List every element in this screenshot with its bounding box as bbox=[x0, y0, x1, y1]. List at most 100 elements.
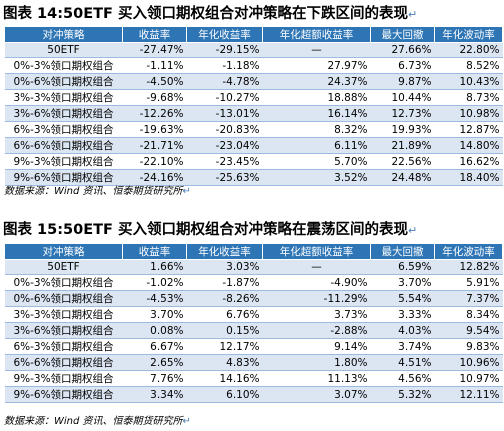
table-header-row: 对冲策略 收益率 年化收益率 年化超额收益率 最大回撤 年化波动率 bbox=[4, 243, 503, 260]
cell-excess-return: — bbox=[262, 259, 371, 275]
cell-strategy: 3%-3%领口期权组合 bbox=[4, 89, 123, 106]
table-14-title-text: 图表 14:50ETF 买入领口期权组合对冲策略在下跌区间的表现 bbox=[3, 6, 408, 22]
cell-volatility: 12.82% bbox=[434, 259, 503, 275]
cell-excess-return: 24.37% bbox=[262, 73, 371, 90]
table-row: 0%-6%领口期权组合 -4.53% -8.26% -11.29% 5.54% … bbox=[4, 290, 503, 307]
cell-return: -19.63% bbox=[122, 121, 187, 138]
col-header-return: 收益率 bbox=[122, 26, 187, 43]
cell-annual-return: -10.27% bbox=[186, 89, 263, 106]
cell-return: -12.26% bbox=[122, 105, 187, 122]
cell-volatility: 10.98% bbox=[434, 105, 503, 122]
cell-volatility: 5.91% bbox=[434, 274, 503, 291]
cell-return: 3.70% bbox=[122, 306, 187, 323]
cell-annual-return: 3.03% bbox=[186, 259, 263, 275]
table-row: 9%-6%领口期权组合 -24.16% -25.63% 3.52% 24.48%… bbox=[4, 169, 503, 186]
table-row: 50ETF -27.47% -29.15% — 27.66% 22.80% bbox=[4, 42, 503, 58]
cell-strategy: 9%-3%领口期权组合 bbox=[4, 153, 123, 170]
col-header-max-drawdown: 最大回撤 bbox=[370, 26, 435, 43]
cell-max-drawdown: 5.54% bbox=[370, 290, 435, 307]
cell-volatility: 8.34% bbox=[434, 306, 503, 323]
cell-return: 6.67% bbox=[122, 338, 187, 355]
source-text: 数据来源：Wind 资讯、恒泰期货研究所 bbox=[4, 416, 183, 427]
cell-strategy: 6%-3%领口期权组合 bbox=[4, 338, 123, 355]
cell-max-drawdown: 6.59% bbox=[370, 259, 435, 275]
cell-annual-return: -8.26% bbox=[186, 290, 263, 307]
cell-volatility: 16.62% bbox=[434, 153, 503, 170]
cell-max-drawdown: 12.73% bbox=[370, 105, 435, 122]
cell-strategy: 9%-3%领口期权组合 bbox=[4, 370, 123, 387]
cell-max-drawdown: 3.70% bbox=[370, 274, 435, 291]
cell-max-drawdown: 10.44% bbox=[370, 89, 435, 106]
cell-volatility: 10.96% bbox=[434, 354, 503, 371]
cell-annual-return: -23.04% bbox=[186, 137, 263, 154]
paragraph-mark-icon: ↵ bbox=[182, 186, 191, 197]
cell-strategy: 50ETF bbox=[4, 259, 123, 275]
table-row: 9%-3%领口期权组合 7.76% 14.16% 11.13% 4.56% 10… bbox=[4, 370, 503, 387]
col-header-max-drawdown: 最大回撤 bbox=[370, 243, 435, 260]
cell-annual-return: -23.45% bbox=[186, 153, 263, 170]
col-header-annual-volatility: 年化波动率 bbox=[434, 26, 503, 43]
cell-annual-return: -13.01% bbox=[186, 105, 263, 122]
col-header-annual-return: 年化收益率 bbox=[186, 26, 263, 43]
cell-strategy: 9%-6%领口期权组合 bbox=[4, 386, 123, 403]
cell-excess-return: 8.32% bbox=[262, 121, 371, 138]
cell-excess-return: — bbox=[262, 42, 371, 58]
cell-annual-return: -1.18% bbox=[186, 57, 263, 74]
table-15-title: 图表 15:50ETF 买入领口期权组合对冲策略在震荡区间的表现↵ bbox=[3, 218, 417, 239]
cell-volatility: 8.73% bbox=[434, 89, 503, 106]
table-row: 50ETF 1.66% 3.03% — 6.59% 12.82% bbox=[4, 259, 503, 275]
cell-annual-return: -29.15% bbox=[186, 42, 263, 58]
cell-max-drawdown: 3.33% bbox=[370, 306, 435, 323]
cell-max-drawdown: 22.56% bbox=[370, 153, 435, 170]
cell-excess-return: -11.29% bbox=[262, 290, 371, 307]
cell-return: -24.16% bbox=[122, 169, 187, 186]
cell-excess-return: 3.52% bbox=[262, 169, 371, 186]
cell-max-drawdown: 4.51% bbox=[370, 354, 435, 371]
cell-strategy: 6%-6%领口期权组合 bbox=[4, 137, 123, 154]
cell-strategy: 6%-3%领口期权组合 bbox=[4, 121, 123, 138]
table-row: 0%-6%领口期权组合 -4.50% -4.78% 24.37% 9.87% 1… bbox=[4, 73, 503, 90]
table-14: 对冲策略 收益率 年化收益率 年化超额收益率 最大回撤 年化波动率 50ETF … bbox=[4, 26, 503, 186]
cell-annual-return: 6.76% bbox=[186, 306, 263, 323]
cell-strategy: 9%-6%领口期权组合 bbox=[4, 169, 123, 186]
cell-annual-return: -1.87% bbox=[186, 274, 263, 291]
cell-return: 0.08% bbox=[122, 322, 187, 339]
cell-annual-return: -25.63% bbox=[186, 169, 263, 186]
cell-excess-return: 18.88% bbox=[262, 89, 371, 106]
source-text: 数据来源：Wind 资讯、恒泰期货研究所 bbox=[4, 186, 183, 197]
cell-volatility: 14.80% bbox=[434, 137, 503, 154]
cell-strategy: 0%-6%领口期权组合 bbox=[4, 73, 123, 90]
table-14-source: 数据来源：Wind 资讯、恒泰期货研究所↵ bbox=[4, 182, 191, 197]
table-15: 对冲策略 收益率 年化收益率 年化超额收益率 最大回撤 年化波动率 50ETF … bbox=[4, 243, 503, 403]
cell-strategy: 3%-6%领口期权组合 bbox=[4, 105, 123, 122]
cell-annual-return: -4.78% bbox=[186, 73, 263, 90]
cell-excess-return: 9.14% bbox=[262, 338, 371, 355]
paragraph-mark-icon: ↵ bbox=[182, 416, 191, 427]
col-header-annual-volatility: 年化波动率 bbox=[434, 243, 503, 260]
cell-excess-return: -2.88% bbox=[262, 322, 371, 339]
cell-strategy: 0%-3%领口期权组合 bbox=[4, 274, 123, 291]
table-row: 0%-3%领口期权组合 -1.11% -1.18% 27.97% 6.73% 8… bbox=[4, 57, 503, 74]
table-row: 6%-6%领口期权组合 -21.71% -23.04% 6.11% 21.89%… bbox=[4, 137, 503, 154]
cell-strategy: 3%-3%领口期权组合 bbox=[4, 306, 123, 323]
cell-max-drawdown: 9.87% bbox=[370, 73, 435, 90]
cell-volatility: 9.83% bbox=[434, 338, 503, 355]
cell-max-drawdown: 4.03% bbox=[370, 322, 435, 339]
col-header-annual-return: 年化收益率 bbox=[186, 243, 263, 260]
paragraph-mark-icon: ↵ bbox=[407, 8, 418, 21]
table-row: 3%-6%领口期权组合 0.08% 0.15% -2.88% 4.03% 9.5… bbox=[4, 322, 503, 339]
cell-return: -21.71% bbox=[122, 137, 187, 154]
cell-return: -27.47% bbox=[122, 42, 187, 58]
paragraph-mark-icon: ↵ bbox=[407, 224, 418, 237]
cell-return: 3.34% bbox=[122, 386, 187, 403]
col-header-strategy: 对冲策略 bbox=[4, 243, 123, 260]
cell-excess-return: 5.70% bbox=[262, 153, 371, 170]
table-row: 0%-3%领口期权组合 -1.02% -1.87% -4.90% 3.70% 5… bbox=[4, 274, 503, 291]
cell-max-drawdown: 6.73% bbox=[370, 57, 435, 74]
cell-max-drawdown: 21.89% bbox=[370, 137, 435, 154]
cell-strategy: 3%-6%领口期权组合 bbox=[4, 322, 123, 339]
cell-excess-return: 3.07% bbox=[262, 386, 371, 403]
col-header-annual-excess-return: 年化超额收益率 bbox=[262, 243, 371, 260]
cell-return: -1.11% bbox=[122, 57, 187, 74]
